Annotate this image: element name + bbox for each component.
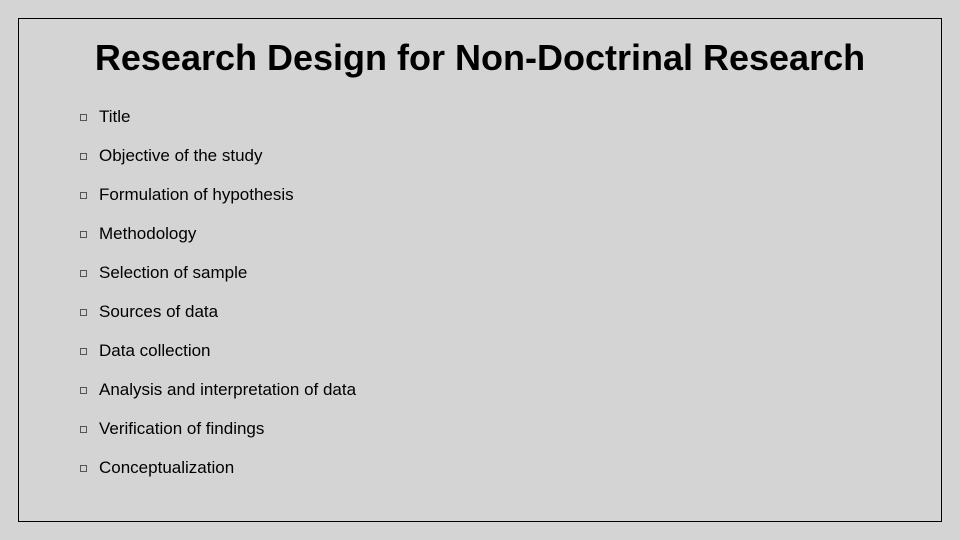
list-item: Analysis and interpretation of data — [80, 380, 892, 400]
slide-title: Research Design for Non-Doctrinal Resear… — [68, 36, 892, 79]
bullet-icon — [80, 348, 87, 355]
list-item-text: Conceptualization — [99, 458, 234, 478]
list-item-text: Title — [99, 107, 131, 127]
list-item-text: Analysis and interpretation of data — [99, 380, 356, 400]
list-item: Conceptualization — [80, 458, 892, 478]
list-item: Data collection — [80, 341, 892, 361]
list-item: Sources of data — [80, 302, 892, 322]
list-item: Objective of the study — [80, 146, 892, 166]
bullet-icon — [80, 387, 87, 394]
list-item-text: Methodology — [99, 224, 196, 244]
bullet-icon — [80, 309, 87, 316]
list-item: Title — [80, 107, 892, 127]
list-item-text: Objective of the study — [99, 146, 262, 166]
bullet-icon — [80, 231, 87, 238]
bullet-icon — [80, 270, 87, 277]
list-item-text: Data collection — [99, 341, 211, 361]
bullet-icon — [80, 153, 87, 160]
list-item: Formulation of hypothesis — [80, 185, 892, 205]
bullet-list: Title Objective of the study Formulation… — [68, 107, 892, 478]
list-item-text: Selection of sample — [99, 263, 247, 283]
bullet-icon — [80, 192, 87, 199]
bullet-icon — [80, 426, 87, 433]
list-item: Selection of sample — [80, 263, 892, 283]
list-item-text: Verification of findings — [99, 419, 264, 439]
bullet-icon — [80, 114, 87, 121]
list-item: Verification of findings — [80, 419, 892, 439]
bullet-icon — [80, 465, 87, 472]
list-item-text: Sources of data — [99, 302, 218, 322]
slide-content: Research Design for Non-Doctrinal Resear… — [18, 18, 942, 522]
list-item-text: Formulation of hypothesis — [99, 185, 294, 205]
list-item: Methodology — [80, 224, 892, 244]
